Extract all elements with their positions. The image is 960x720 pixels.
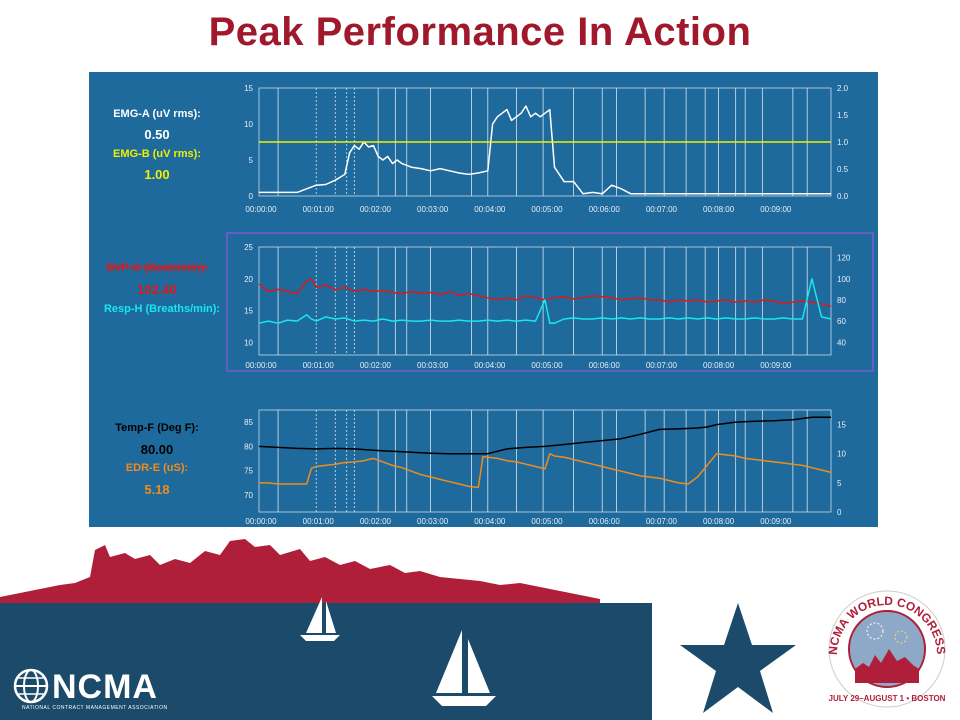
edr-e-value: 5.18 [144,482,170,497]
skyline-buildings [0,539,600,605]
edr-e-label: EDR-E (uS): [125,462,189,474]
resp-h-label: Resp-H (Breaths/min): [103,303,221,315]
temp-f-label: Temp-F (Deg F): [115,422,199,434]
x-tick-label: 00:05:00 [531,205,563,214]
y-tick-label-right: 15 [837,421,846,430]
y-tick-label-right: 0.0 [837,192,849,201]
y-tick-label-right: 80 [837,296,846,305]
x-tick-label: 00:01:00 [303,517,335,526]
x-tick-label: 00:04:00 [474,361,506,370]
emblem-date-text: JULY 29–AUGUST 1 • BOSTON [829,694,946,703]
y-tick-label-right: 40 [837,338,846,347]
series-line-temp-1 [259,452,832,489]
y-tick-label-right: 1.0 [837,138,849,147]
y-tick-label-left: 25 [244,243,253,252]
ncma-wordmark: NCMA [52,668,158,706]
y-tick-label-left: 10 [244,120,253,129]
y-tick-label-right: 60 [837,317,846,326]
bvp-g-label: BVP-G (Beats/min): [106,262,208,274]
x-tick-label: 00:04:00 [474,517,506,526]
x-tick-label: 00:04:00 [474,205,506,214]
y-tick-label-right: 120 [837,254,851,263]
series-line-bvp-1 [258,278,832,324]
x-tick-label: 00:03:00 [417,517,449,526]
biofeedback-panel: 0 5 10 15 0.0 0.5 1.0 1.5 2.0 00:00:00 00:01:00 00:… [89,72,878,527]
series-line-emg-0 [259,105,831,195]
x-tick-label: 00:01:00 [303,361,335,370]
x-tick-label: 00:00:00 [245,205,277,214]
small-sailboat-icon [300,597,340,641]
x-tick-label: 00:09:00 [760,517,792,526]
fireworks-icon [866,622,908,644]
y-tick-label-left: 80 [244,442,253,451]
x-tick-label: 00:08:00 [703,517,735,526]
x-tick-label: 00:07:00 [646,361,678,370]
x-tick-label: 00:06:00 [589,361,621,370]
x-tick-label: 00:02:00 [360,205,392,214]
x-tick-label: 00:02:00 [360,517,392,526]
x-tick-label: 00:01:00 [303,205,335,214]
x-tick-label: 00:09:00 [760,361,792,370]
x-tick-label: 00:05:00 [531,361,563,370]
plot-area-bvp [258,246,832,356]
biofeedback-charts: 0 5 10 15 0.0 0.5 1.0 1.5 2.0 00:00:00 00:01:00 00:… [226,84,874,526]
y-tick-label-left: 70 [244,491,253,500]
x-tick-label: 00:06:00 [589,517,621,526]
page-title: Peak Performance In Action [208,10,752,54]
bvp-g-value: 102.40 [137,282,177,297]
y-tick-label-right: 0.5 [837,165,849,174]
ncma-subtitle: NATIONAL CONTRACT MANAGEMENT ASSOCIATION [22,705,168,711]
x-tick-label: 00:09:00 [760,205,792,214]
emg-b-value: 1.00 [144,167,170,182]
y-tick-label-left: 10 [244,338,253,347]
x-tick-label: 00:08:00 [703,205,735,214]
x-tick-label: 00:03:00 [417,361,449,370]
boston-skyline-banner [0,539,796,720]
emg-a-label: EMG-A (uV rms): [113,108,201,120]
large-sailboat-icon [432,630,496,706]
y-tick-label-left: 5 [249,156,254,165]
world-congress-emblem: NCMA WORLD CONGRESS 2012 JULY 29–AUGUST … [815,583,948,708]
y-tick-label-right: 10 [837,450,846,459]
star-icon [680,603,796,713]
y-tick-label-left: 85 [244,418,253,427]
x-tick-label: 00:05:00 [531,517,563,526]
x-tick-label: 00:08:00 [703,361,735,370]
y-tick-label-left: 75 [244,467,253,476]
x-tick-label: 00:07:00 [646,517,678,526]
y-tick-label-right: 0 [837,508,842,517]
y-tick-label-right: 2.0 [837,84,849,93]
y-tick-label-left: 15 [244,307,253,316]
x-tick-label: 00:06:00 [589,205,621,214]
y-tick-label-left: 15 [244,84,253,93]
temp-f-value: 80.00 [140,442,174,457]
y-tick-label-left: 0 [249,192,254,201]
y-tick-label-right: 1.5 [837,111,849,120]
y-tick-label-right: 100 [837,275,851,284]
emg-b-label: EMG-B (uV rms): [113,148,201,160]
bvp-panel-frame [226,232,874,372]
series-line-temp-0 [258,416,831,455]
globe-icon [13,668,49,704]
x-tick-label: 00:00:00 [245,361,277,370]
series-line-bvp-0 [258,278,832,308]
y-tick-label-left: 20 [244,275,253,284]
plot-area-temp [258,409,832,513]
y-tick-label-right: 5 [837,479,842,488]
x-tick-label: 00:07:00 [646,205,678,214]
x-tick-label: 00:02:00 [360,361,392,370]
x-tick-label: 00:00:00 [245,517,277,526]
emg-a-value: 0.50 [144,127,170,142]
x-tick-label: 00:03:00 [417,205,449,214]
